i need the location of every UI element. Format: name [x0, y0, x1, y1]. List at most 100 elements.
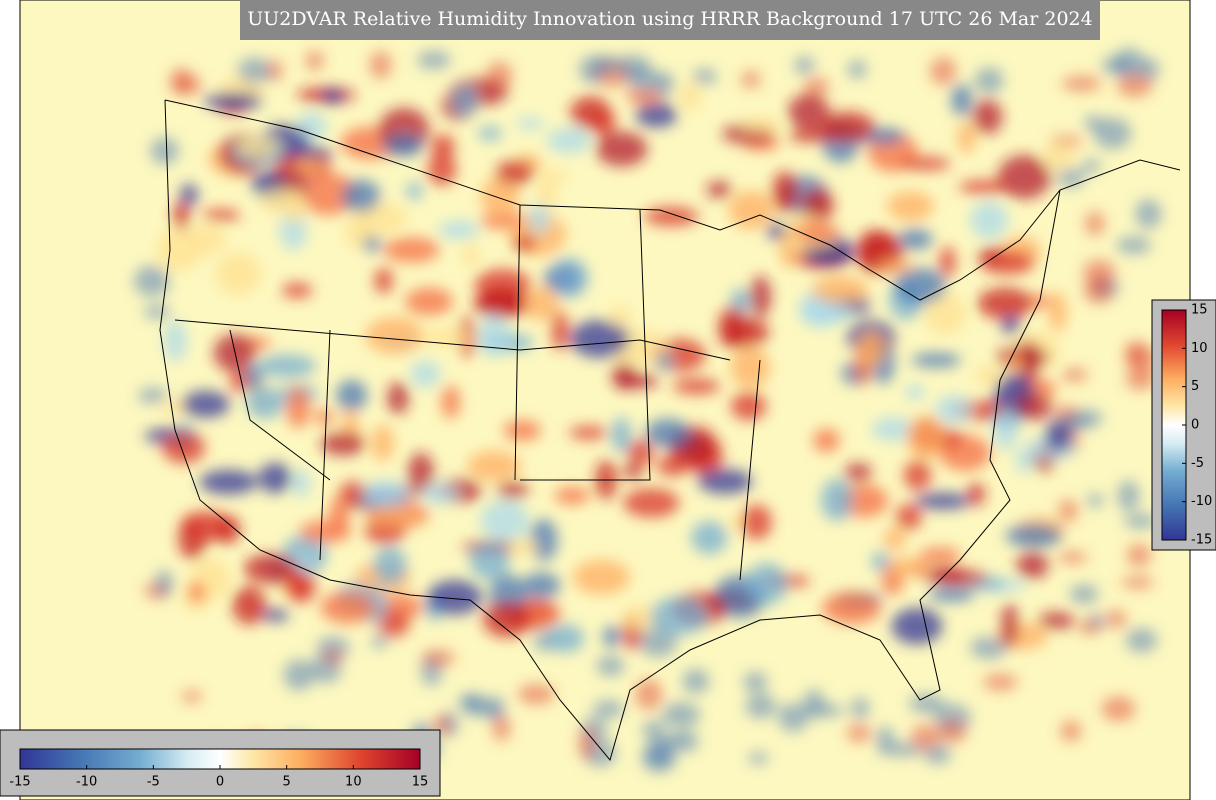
- field-patch: [1083, 259, 1116, 286]
- field-patch: [261, 608, 289, 622]
- field-patch: [928, 586, 975, 602]
- field-patch: [977, 287, 1033, 320]
- field-patch: [516, 117, 544, 130]
- field-patch: [199, 469, 258, 495]
- field-patch: [856, 329, 885, 369]
- field-patch: [373, 546, 407, 586]
- field-patch: [850, 697, 870, 719]
- field-patch: [374, 267, 393, 294]
- field-patch: [895, 503, 922, 531]
- field-patch: [1126, 543, 1152, 567]
- field-patch: [503, 419, 541, 442]
- field-patch: [900, 156, 951, 171]
- tick-label: 0: [216, 775, 224, 790]
- field-patch: [1062, 75, 1102, 92]
- field-patch: [697, 468, 753, 494]
- field-patch: [257, 354, 317, 378]
- field-patch: [972, 99, 1003, 135]
- field-patch: [822, 591, 882, 625]
- field-patch: [923, 567, 968, 583]
- field-patch: [897, 228, 933, 250]
- field-patch: [1058, 551, 1088, 564]
- field-patch: [602, 625, 621, 648]
- field-patch: [431, 134, 455, 159]
- field-patch: [997, 155, 1051, 199]
- field-patch: [421, 483, 459, 505]
- field-patch: [911, 724, 939, 751]
- field-patch: [621, 604, 658, 630]
- field-patch: [655, 352, 674, 371]
- field-patch: [1124, 513, 1157, 529]
- field-patch: [427, 579, 483, 615]
- field-patch: [847, 60, 867, 79]
- field-patch: [1069, 584, 1099, 604]
- field-patch: [478, 313, 509, 358]
- field-patch: [1080, 159, 1102, 172]
- field-patch: [203, 92, 263, 110]
- field-patch: [292, 468, 310, 498]
- field-patch: [537, 178, 557, 213]
- field-patch: [150, 137, 179, 165]
- field-patch: [281, 282, 313, 298]
- field-patch: [1058, 499, 1078, 523]
- field-patch: [746, 562, 788, 605]
- tick-label: -5: [147, 775, 160, 790]
- field-patch: [286, 386, 311, 429]
- field-patch: [983, 673, 1018, 691]
- field-patch: [1015, 448, 1033, 473]
- field-patch: [162, 431, 206, 464]
- field-patch: [383, 133, 424, 157]
- field-patch: [283, 659, 314, 691]
- tick-label: 15: [412, 775, 429, 790]
- field-patch: [919, 547, 962, 564]
- field-patch: [656, 455, 690, 477]
- field-patch: [622, 464, 643, 479]
- field-patch: [546, 127, 592, 154]
- field-patch: [480, 500, 530, 542]
- field-patch: [627, 439, 654, 466]
- field-patch: [1007, 353, 1024, 372]
- field-patch: [296, 156, 323, 173]
- field-patch: [546, 624, 585, 653]
- field-patch: [213, 333, 256, 373]
- field-patch: [905, 384, 925, 401]
- field-patch: [766, 222, 787, 240]
- field-patch: [740, 504, 772, 540]
- field-patch: [133, 265, 170, 297]
- field-patch: [568, 426, 608, 440]
- field-patch: [361, 480, 412, 509]
- tick-label: 10: [1191, 341, 1208, 356]
- field-patch: [741, 70, 761, 89]
- field-patch: [641, 744, 677, 773]
- field-patch: [1038, 612, 1075, 630]
- field-patch: [475, 286, 528, 319]
- field-patch: [173, 75, 202, 95]
- field-patch: [794, 56, 815, 75]
- field-patch: [438, 220, 480, 240]
- field-patch: [522, 572, 561, 599]
- field-patch: [642, 720, 666, 740]
- field-patch: [906, 416, 946, 460]
- field-patch: [181, 690, 202, 703]
- field-patch: [809, 704, 844, 717]
- field-patch: [406, 182, 423, 200]
- field-patch: [1087, 493, 1104, 508]
- field-patch: [417, 50, 451, 70]
- field-patch: [777, 703, 809, 732]
- title-box: [240, 0, 1100, 40]
- field-patch: [383, 237, 440, 263]
- field-patch: [1117, 480, 1140, 512]
- field-patch: [846, 723, 871, 743]
- field-patch: [844, 463, 873, 482]
- field-patch: [741, 117, 783, 133]
- field-patch: [427, 152, 457, 186]
- tick-label: 15: [1191, 303, 1208, 318]
- field-patch: [486, 61, 513, 91]
- field-patch: [887, 742, 922, 757]
- field-patch: [596, 655, 625, 677]
- field-patch: [369, 51, 392, 79]
- field-patch: [338, 481, 369, 508]
- field-patch: [803, 77, 830, 95]
- field-patch: [569, 319, 630, 358]
